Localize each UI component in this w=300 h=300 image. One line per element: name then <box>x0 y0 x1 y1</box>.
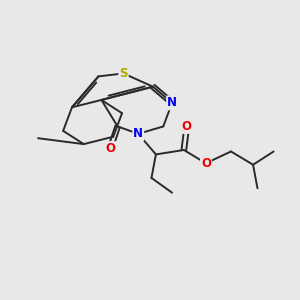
Text: N: N <box>167 96 177 110</box>
Text: N: N <box>133 127 143 140</box>
Text: O: O <box>201 157 211 170</box>
Text: O: O <box>182 120 192 133</box>
Text: O: O <box>105 142 115 155</box>
Text: S: S <box>119 67 128 80</box>
